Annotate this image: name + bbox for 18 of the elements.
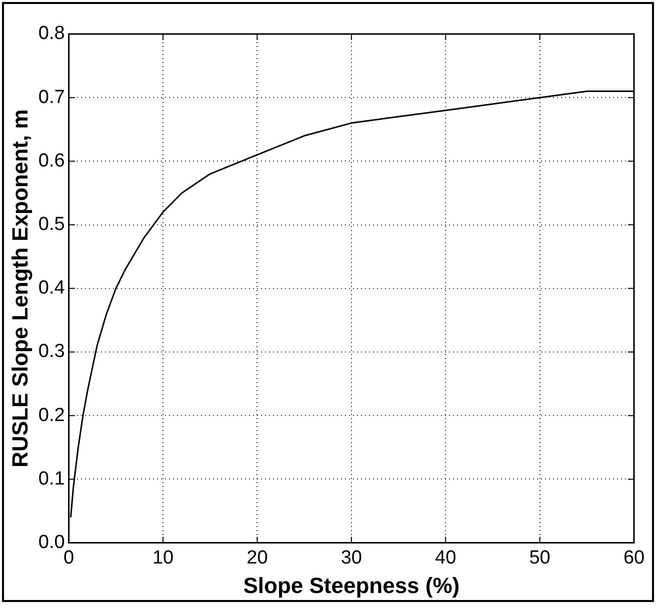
y-tick-label: 0.1 <box>38 468 65 490</box>
x-tick-label: 10 <box>152 547 174 568</box>
y-tick-label: 0.2 <box>38 404 65 426</box>
y-tick-label: 0.5 <box>38 214 65 236</box>
x-tick-label: 50 <box>529 547 550 568</box>
x-tick-label: 0 <box>64 547 74 568</box>
y-tick-label: 0.3 <box>38 341 65 362</box>
y-tick-label: 0.0 <box>38 532 65 554</box>
x-tick-label: 20 <box>246 547 268 568</box>
x-tick-label: 30 <box>340 547 362 568</box>
y-tick-label: 0.4 <box>38 278 66 299</box>
y-tick-label: 0.6 <box>38 150 65 172</box>
x-axis-title: Slope Steepness (%) <box>243 572 460 598</box>
x-tick-label: 60 <box>623 547 645 568</box>
y-tick-label: 0.8 <box>38 23 65 44</box>
x-tick-label: 40 <box>435 547 456 568</box>
y-axis-title: RUSLE Slope Length Exponent, m <box>7 109 32 468</box>
y-tick-label: 0.7 <box>38 86 65 108</box>
